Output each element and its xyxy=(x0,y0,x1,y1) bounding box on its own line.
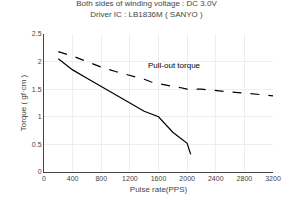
svg-text:2800: 2800 xyxy=(237,175,253,182)
svg-text:2400: 2400 xyxy=(208,175,224,182)
svg-text:2000: 2000 xyxy=(179,175,195,182)
svg-text:1600: 1600 xyxy=(151,175,167,182)
svg-text:1200: 1200 xyxy=(122,175,138,182)
svg-text:2.5: 2.5 xyxy=(32,30,42,37)
svg-text:0: 0 xyxy=(42,175,46,182)
svg-text:Torque ( gf·cm ): Torque ( gf·cm ) xyxy=(19,74,28,131)
svg-text:1.5: 1.5 xyxy=(32,86,42,93)
svg-text:0: 0 xyxy=(38,168,42,175)
svg-text:800: 800 xyxy=(95,175,107,182)
svg-text:0.5: 0.5 xyxy=(32,141,42,148)
svg-text:Both sides of winding voltage: Both sides of winding voltage : DC 3.0VD… xyxy=(76,0,217,19)
svg-text:2: 2 xyxy=(38,58,42,65)
svg-text:400: 400 xyxy=(67,175,79,182)
svg-text:Pulse rate(PPS): Pulse rate(PPS) xyxy=(130,185,188,194)
svg-text:1: 1 xyxy=(38,113,42,120)
svg-text:3200: 3200 xyxy=(265,175,281,182)
svg-text:Pull-out torque: Pull-out torque xyxy=(148,61,201,70)
